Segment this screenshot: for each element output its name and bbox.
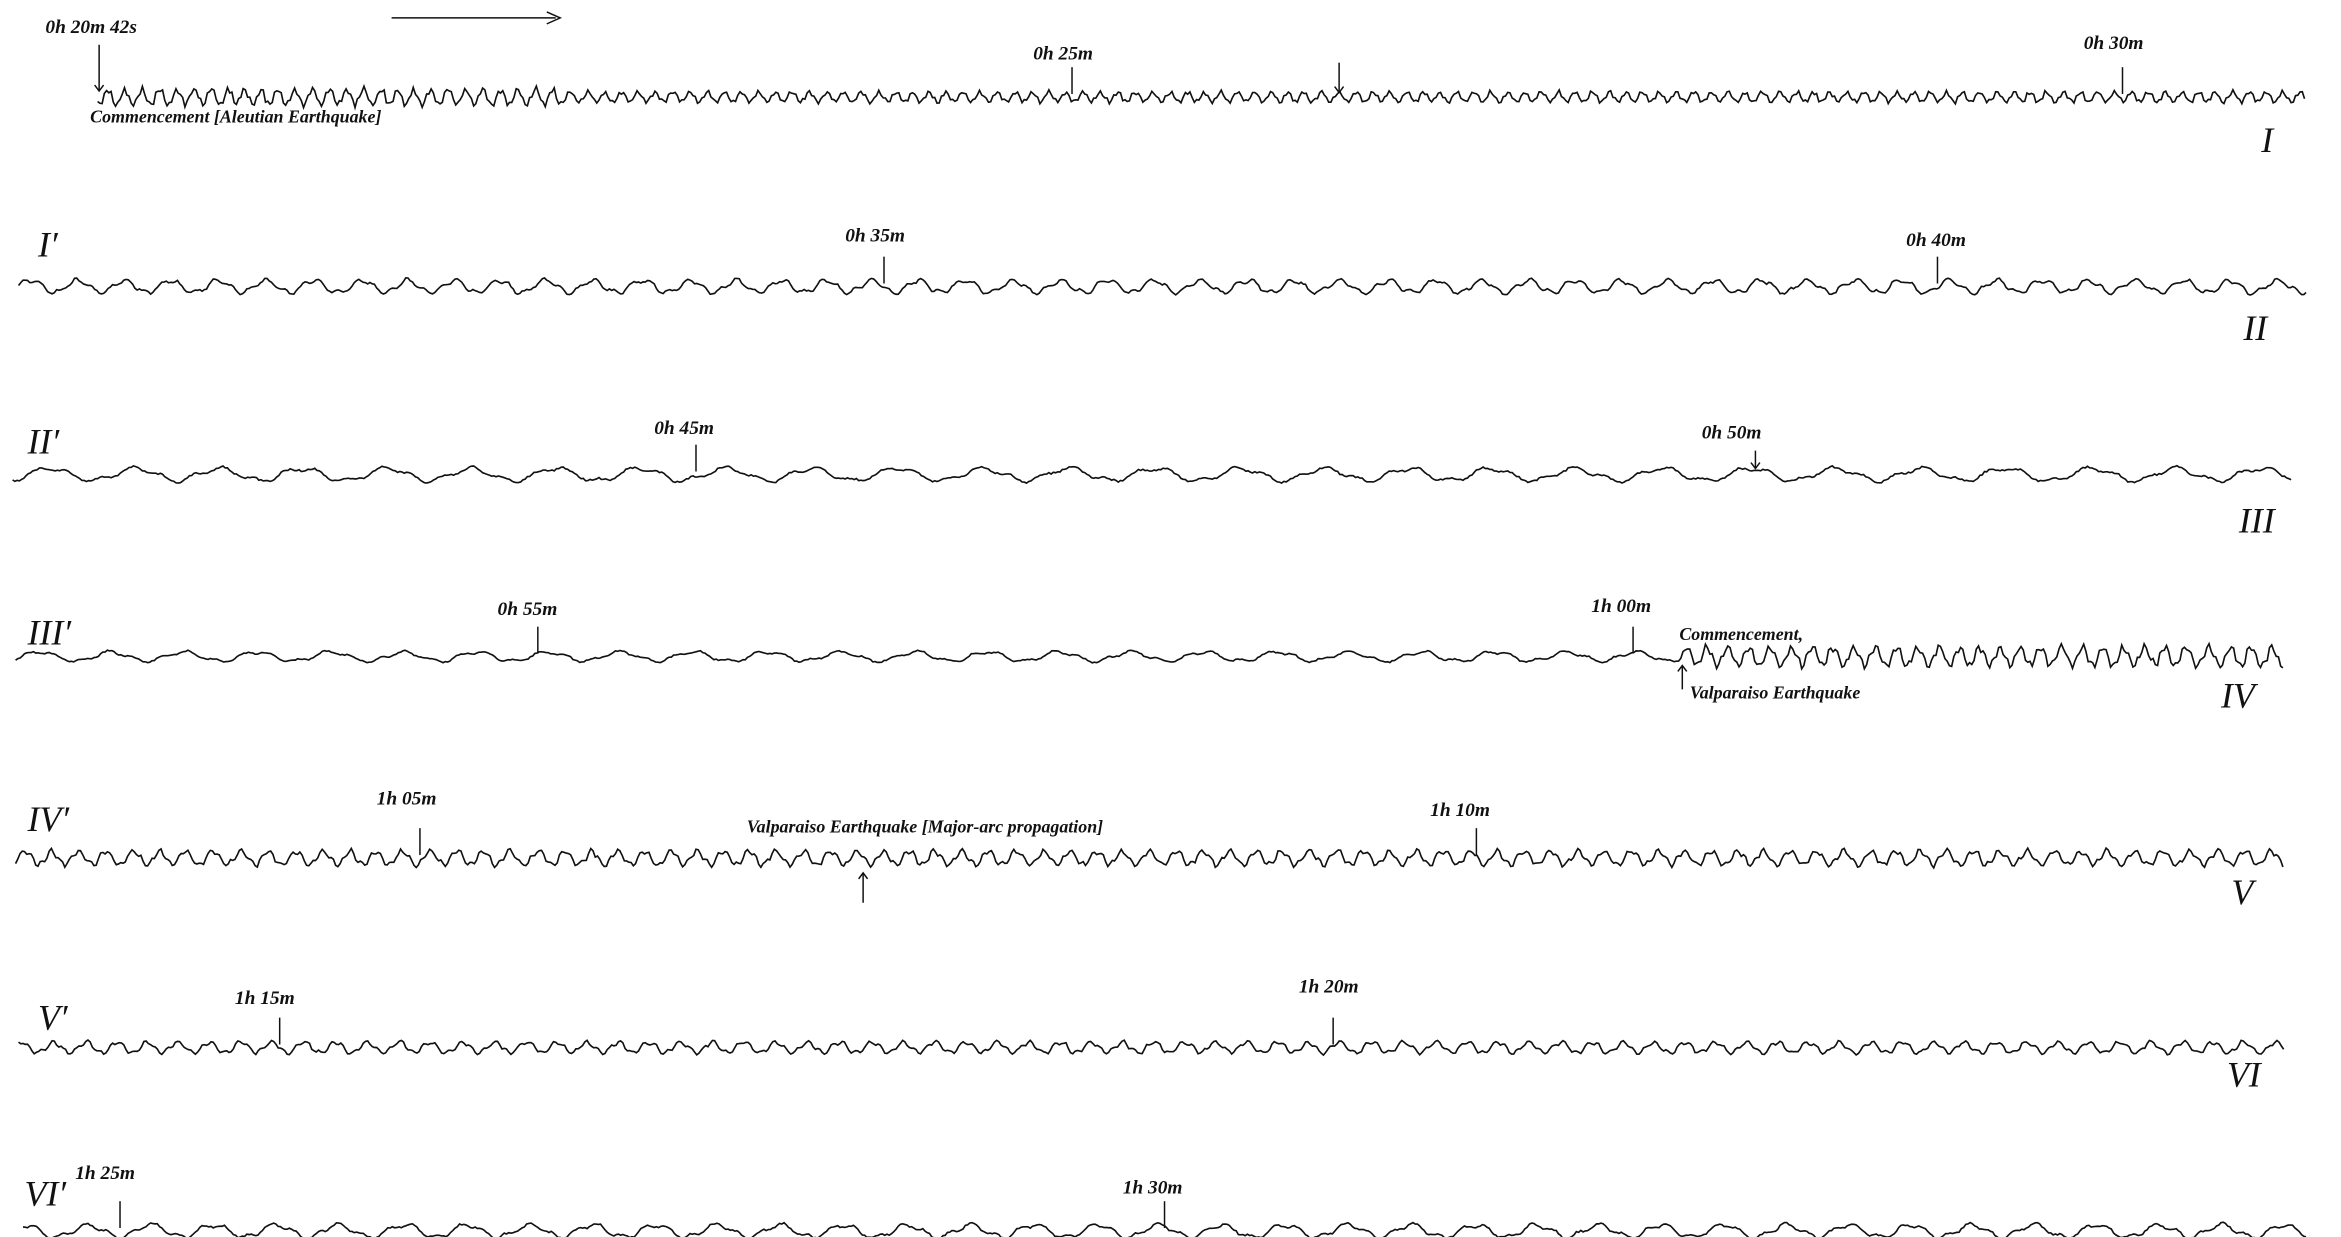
annotation: Commencement [Aleutian Earthquake] <box>90 106 381 126</box>
row-start-label: IV′ <box>27 799 71 839</box>
time-mark-label: 1h 30m <box>1123 1178 1183 1199</box>
row-end-label: I <box>2260 120 2275 160</box>
time-mark-label: 1h 05m <box>377 788 437 809</box>
time-mark-label: 1h 10m <box>1430 800 1490 821</box>
annotation: Valparaiso Earthquake [Major-arc propaga… <box>747 817 1103 837</box>
time-mark-label: 0h 40m <box>1906 230 1966 251</box>
time-mark-label: 0h 50m <box>1702 423 1762 444</box>
row-end-label: II <box>2242 308 2269 348</box>
time-mark-label: 1h 15m <box>235 988 295 1009</box>
page: {"rows": [ {"marks": [{"label": "0h 20m … <box>0 0 2341 1237</box>
row-start-label: III′ <box>27 613 73 653</box>
seismogram: I 0h 20m 42s 0h 25m 0h 30m I′ II 0h 35m 0h 40m I… <box>0 0 2341 1237</box>
time-mark-label: 0h 30m <box>2084 33 2144 54</box>
seismogram-trace <box>13 466 2292 483</box>
row-end-label: VI <box>2227 1054 2263 1094</box>
row-start-label: I′ <box>37 225 59 265</box>
row-end-label: V <box>2231 872 2257 912</box>
row-end-label: III <box>2238 501 2277 541</box>
row-start-label: V′ <box>38 998 69 1038</box>
time-mark-label: 0h 45m <box>654 418 714 439</box>
seismogram-trace <box>16 848 2283 868</box>
row-start-label: VI′ <box>25 1174 68 1214</box>
seismogram-trace <box>16 644 2283 669</box>
row-start-label: II′ <box>27 422 61 462</box>
time-mark-label: 1h 00m <box>1591 596 1651 617</box>
annotation: Valparaiso Earthquake <box>1690 682 1861 702</box>
time-mark-label: 0h 55m <box>498 599 558 620</box>
seismogram-trace <box>19 278 2306 295</box>
row-end-label: IV <box>2220 675 2259 715</box>
time-mark-label: 0h 20m 42s <box>45 17 137 38</box>
time-mark-label: 0h 25m <box>1033 44 1093 65</box>
time-mark-label: 1h 25m <box>75 1163 135 1184</box>
annotation: Commencement, <box>1679 624 1803 644</box>
time-mark-label: 0h 35m <box>845 226 905 247</box>
seismogram-trace <box>98 86 2305 107</box>
seismogram-trace <box>19 1040 2284 1055</box>
time-mark-label: 1h 20m <box>1299 976 1359 997</box>
